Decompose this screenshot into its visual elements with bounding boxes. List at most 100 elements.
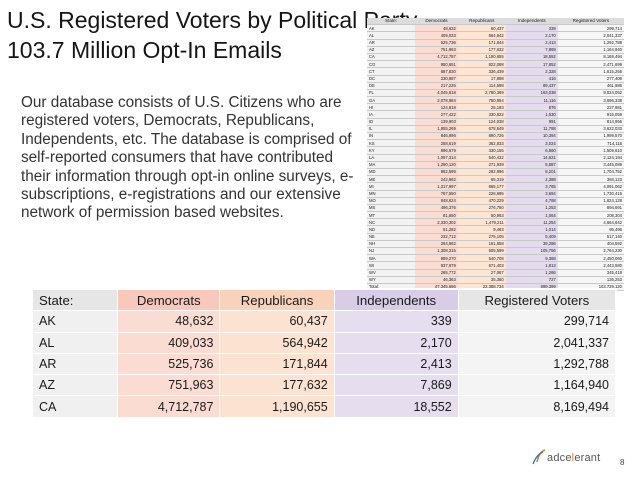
state-voter-table-small: State: Democrats Republicans Independents Re… [367, 18, 624, 292]
small-table-cell-registered-voters: 4,091,062 [557, 182, 624, 191]
small-table-cell-democrats: 4,045,818 [415, 89, 458, 98]
small-table-cell-state: CA [367, 53, 415, 62]
small-table-cell-democrats: 767,550 [415, 190, 458, 198]
small-table-cell-democrats: 896,579 [415, 146, 458, 155]
small-table-cell-state: WY [367, 276, 415, 284]
small-table-cell-state: LA [367, 154, 415, 162]
small-table-cell-registered-voters: 2,124,194 [557, 154, 624, 162]
small-table-cell-independents: 1,014 [505, 225, 558, 234]
big-table-cell-republicans: 564,942 [219, 331, 335, 354]
small-table-row: CO 950,651 822,098 17,852 2,471,699 [367, 60, 624, 69]
small-table-row: AZ 751,963 177,632 7,869 1,164,940 [367, 46, 624, 54]
small-table-cell-independents: 6,860 [505, 146, 558, 155]
page-number: 8 [620, 458, 625, 467]
big-table-header-republicans: Republicans [219, 288, 335, 312]
small-table-cell-democrats: 1,290,120 [415, 161, 458, 169]
small-table-cell-democrats: 277,422 [415, 110, 458, 119]
small-table-cell-republicans: 161,658 [457, 240, 506, 249]
small-table-cell-republicans: 114,598 [457, 82, 506, 90]
small-table-cell-state: AL [367, 31, 415, 40]
small-table-cell-registered-voters: 8,169,494 [557, 53, 624, 62]
small-table-cell-independents: 18,552 [505, 53, 558, 62]
small-table-row: MS 496,376 276,760 1,253 894,691 [367, 204, 624, 213]
small-table-row: DE 217,225 114,598 89,437 461,986 [367, 82, 624, 90]
small-table-cell-state: IN [367, 132, 415, 141]
small-table-cell-republicans: 177,632 [457, 46, 506, 54]
small-table-cell-democrats: 61,282 [415, 225, 458, 234]
small-table-cell-democrats: 525,736 [415, 39, 458, 47]
small-table-cell-independents: 1,253 [505, 204, 558, 213]
big-table-header-democrats: Democrats [116, 288, 221, 312]
small-table-cell-independents: 39,286 [505, 240, 558, 249]
small-table-cell-republicans: 890,726 [457, 132, 506, 141]
small-table-cell-independents: 3,765 [505, 182, 558, 191]
small-table-cell-democrats: 751,963 [415, 46, 458, 54]
small-table-cell-independents: 2,170 [505, 31, 558, 40]
small-table-cell-state: DC [367, 75, 415, 83]
small-table-cell-registered-voters: 3,622,033 [557, 125, 624, 134]
small-table-cell-independents: 2,413 [505, 39, 558, 47]
small-table-cell-registered-voters: 461,986 [557, 82, 624, 90]
small-table-cell-republicans: 124,038 [457, 118, 506, 126]
small-table-cell-state: AZ [367, 46, 415, 54]
small-table-cell-registered-voters: 1,730,415 [557, 190, 624, 198]
big-table-cell-independents: 339 [333, 310, 459, 333]
big-table-cell-state: AL [32, 331, 118, 354]
small-table-cell-registered-voters: 404,592 [557, 240, 624, 249]
small-table-cell-republicans: 171,844 [457, 39, 506, 47]
small-table-cell-registered-voters: 345,418 [557, 269, 624, 277]
big-table-header-independents: Independents [333, 288, 459, 312]
small-table-cell-democrats: 496,376 [415, 204, 458, 213]
small-table-cell-independents: 11,116 [505, 96, 558, 105]
small-table-row: HI 124,818 25,183 876 227,981 [367, 103, 624, 112]
small-table-cell-independents: 14,621 [505, 154, 558, 162]
big-table-cell-democrats: 525,736 [116, 352, 221, 376]
small-table-row: AK 48,632 60,437 339 299,714 [367, 24, 624, 33]
small-table-cell-registered-voters: 2,443,580 [557, 261, 624, 270]
small-table-cell-state: MD [367, 168, 415, 177]
small-table-cell-republicans: 822,098 [457, 60, 506, 69]
small-table-cell-republicans: 271,939 [457, 161, 506, 169]
small-table-cell-state: AR [367, 39, 415, 47]
small-table-cell-democrats: 1,308,315 [415, 247, 458, 256]
small-table-cell-democrats: 846,996 [415, 132, 458, 141]
small-table-cell-state: KY [367, 146, 415, 155]
small-table-row: MO 848,624 470,229 4,768 1,824,128 [367, 197, 624, 205]
small-table-cell-independents: 876 [505, 103, 558, 112]
big-table-cell-independents: 2,413 [333, 352, 459, 376]
small-table-cell-registered-voters: 2,450,060 [557, 254, 624, 263]
small-table-cell-state: NE [367, 233, 415, 241]
small-table-cell-state: ID [367, 118, 415, 126]
small-table-cell-state: GA [367, 96, 415, 105]
small-table-cell-independents: 11,788 [505, 125, 558, 134]
big-table-cell-registered-voters: 1,164,940 [457, 374, 617, 397]
small-table-cell-registered-voters: 277,408 [557, 75, 624, 83]
small-table-header-democrats: Democrats [415, 18, 458, 26]
small-table-cell-independents: 8,201 [505, 168, 558, 177]
small-table-cell-registered-voters: 517,140 [557, 233, 624, 241]
small-table-cell-republicans: 678,649 [457, 125, 506, 134]
description-paragraph: Our database consists of U.S. Citizens w… [21, 94, 354, 222]
small-table-cell-independents: 7,869 [505, 46, 558, 54]
small-table-cell-independents: 1,530 [505, 110, 558, 119]
small-table-cell-independents: 1,813 [505, 261, 558, 270]
small-table-row: MD 962,599 282,996 8,201 1,704,752 [367, 168, 624, 177]
big-table-row: AZ 751,963 177,632 7,869 1,164,940 [32, 374, 617, 397]
big-table-cell-registered-voters: 1,292,788 [457, 352, 617, 376]
small-table-row: GA 2,078,984 750,954 11,116 3,696,338 [367, 96, 624, 105]
small-table-header-registered-voters: Registered Voters [557, 18, 624, 26]
small-table-row: IN 846,996 890,726 10,394 1,999,570 [367, 132, 624, 141]
small-table-cell-independents: 89,437 [505, 82, 558, 90]
big-table-cell-republicans: 1,190,655 [219, 395, 335, 418]
small-table-cell-democrats: 81,650 [415, 211, 458, 220]
small-table-row: MI 1,317,997 865,177 3,765 4,091,062 [367, 182, 624, 191]
small-table-cell-democrats: 1,097,314 [415, 154, 458, 162]
big-table-cell-republicans: 60,437 [219, 310, 335, 333]
small-table-cell-republicans: 1,190,655 [457, 53, 506, 62]
small-table-cell-democrats: 687,830 [415, 67, 458, 76]
small-table-cell-democrats: 232,712 [415, 233, 458, 241]
small-table-cell-republicans: 330,155 [457, 146, 506, 155]
small-table-cell-democrats: 950,651 [415, 60, 458, 69]
small-table-cell-democrats: 230,987 [415, 75, 458, 83]
small-table-cell-state: HI [367, 103, 415, 112]
